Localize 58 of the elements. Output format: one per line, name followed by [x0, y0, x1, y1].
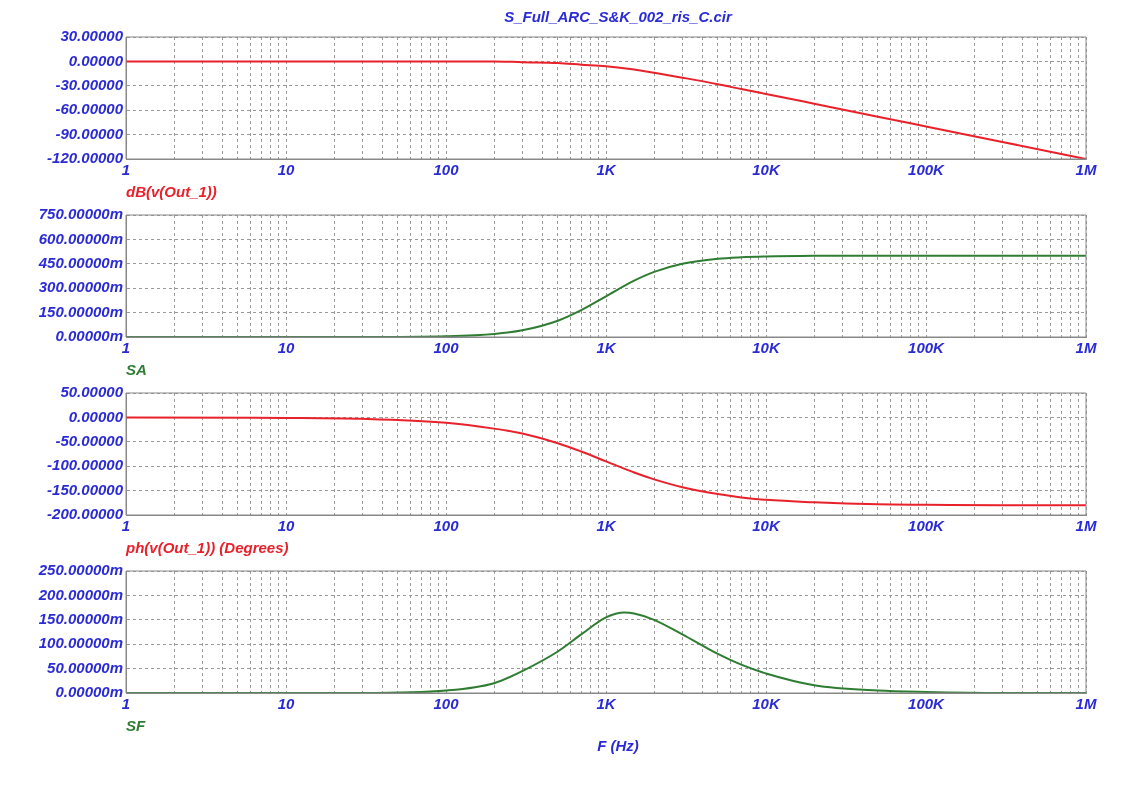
x-tick-label: 1	[121, 517, 131, 535]
x-tick-label: 1M	[1075, 517, 1097, 535]
x-tick-label: 1	[121, 161, 131, 179]
y-tick-label: 100.00000m	[38, 634, 123, 652]
y-tick-label: 750.00000m	[38, 205, 123, 223]
y-tick-label: 30.00000	[60, 27, 124, 45]
x-tick-label: 1M	[1075, 339, 1097, 357]
y-tick-label: -100.00000	[47, 456, 124, 474]
y-tick-label: 250.00000m	[37, 561, 123, 579]
x-tick-label: 10K	[752, 161, 781, 179]
y-tick-label: -30.00000	[55, 75, 124, 93]
x-tick-label: 1	[121, 695, 131, 713]
x-tick-label: 100	[433, 161, 460, 179]
text: ph(v(Out_1)) (Degrees)	[126, 539, 290, 558]
y-tick-label: 600.00000m	[38, 229, 123, 247]
y-tick-label: 200.00000m	[37, 585, 123, 603]
x-tick-label: 100	[433, 339, 460, 357]
y-tick-label: 0.00000m	[55, 683, 123, 701]
y-tick-label: 0.00000	[68, 407, 124, 425]
x-tick-label: 10	[277, 695, 295, 713]
x-tick-label: 1K	[596, 517, 617, 535]
x-tick-label: 10	[277, 161, 295, 179]
y-tick-label: 450.00000m	[37, 253, 123, 271]
x-tick-label: 10	[277, 517, 295, 535]
y-tick-label: 0.00000	[68, 51, 124, 69]
x-tick-label: 10K	[752, 517, 781, 535]
y-tick-label: -60.00000	[55, 100, 124, 118]
y-tick-label: 300.00000m	[38, 278, 123, 296]
y-tick-label: 50.00000m	[47, 658, 123, 676]
y-tick-label: -150.00000	[47, 480, 124, 498]
y-tick-label: 150.00000m	[38, 609, 123, 627]
chart-title: S_Full_ARC_S&K_002_ris_C.cir	[503, 8, 734, 25]
y-tick-label: -200.00000	[47, 505, 124, 523]
x-tick-label: 1	[121, 339, 131, 357]
series-label: SA	[126, 361, 148, 380]
y-tick-label: -90.00000	[55, 124, 124, 142]
x-tick-label: 10	[277, 339, 295, 357]
x-axis-title: F (Hz)	[596, 737, 640, 754]
series-label: SF	[126, 717, 147, 736]
text: dB(v(Out_1))	[126, 183, 218, 202]
y-tick-label: 50.00000	[60, 383, 124, 401]
x-tick-label: 1K	[596, 161, 617, 179]
y-tick-label: 150.00000m	[38, 302, 123, 320]
x-tick-label: 100K	[908, 517, 946, 535]
x-tick-label: 10K	[752, 339, 781, 357]
y-tick-label: -120.00000	[47, 149, 124, 167]
x-tick-label: 100K	[908, 161, 946, 179]
y-tick-label: 0.00000m	[55, 327, 123, 345]
y-tick-label: -50.00000	[55, 431, 124, 449]
x-tick-label: 100	[433, 517, 460, 535]
x-tick-label: 100K	[908, 339, 946, 357]
x-tick-label: 1M	[1075, 161, 1097, 179]
x-tick-label: 1K	[596, 695, 617, 713]
x-tick-label: 100K	[908, 695, 946, 713]
x-tick-label: 1K	[596, 339, 617, 357]
x-tick-label: 10K	[752, 695, 781, 713]
x-tick-label: 100	[433, 695, 460, 713]
x-tick-label: 1M	[1075, 695, 1097, 713]
